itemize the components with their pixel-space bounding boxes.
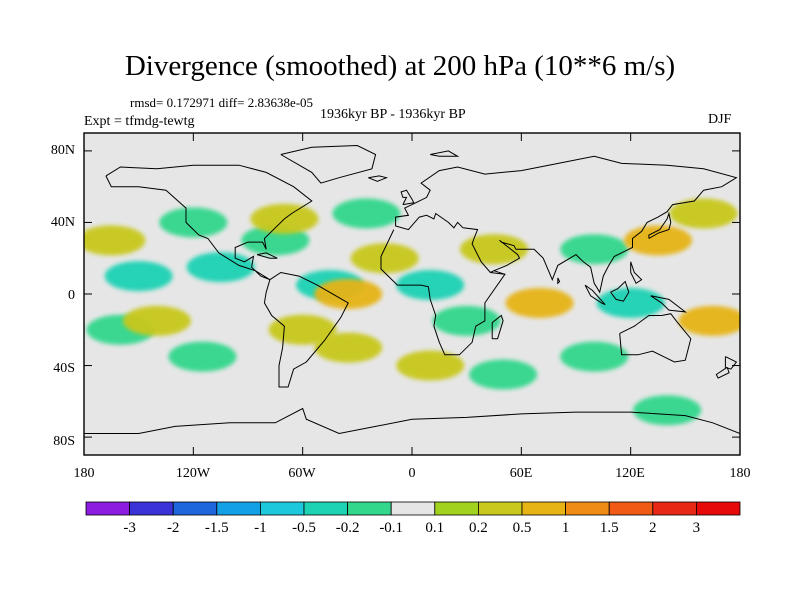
divergence-blob-16 bbox=[432, 305, 501, 336]
divergence-blob-5 bbox=[159, 207, 228, 238]
colorbar-swatch-10 bbox=[521, 501, 566, 516]
divergence-blob-19 bbox=[624, 225, 692, 256]
colorbar-swatch-13 bbox=[652, 501, 697, 516]
coastline-cuba bbox=[256, 252, 278, 259]
colorbar-swatch-4 bbox=[259, 501, 305, 516]
coastline-north-america bbox=[105, 164, 313, 281]
coastline-australia bbox=[619, 313, 692, 363]
lon-label-60w: 60W bbox=[288, 466, 316, 481]
divergence-blob-1 bbox=[104, 261, 173, 292]
colorbar-label-0: -3 bbox=[123, 520, 136, 536]
coastline-greenland bbox=[280, 144, 377, 184]
colorbar-swatch-8 bbox=[434, 501, 479, 516]
divergence-blob-18 bbox=[560, 234, 629, 265]
coastline-borneo bbox=[610, 280, 630, 302]
divergence-blob-24 bbox=[396, 350, 465, 381]
coastline-svalbard bbox=[430, 150, 460, 157]
colorbar-swatch-7 bbox=[390, 501, 436, 516]
colorbar-label-7: 0.1 bbox=[425, 520, 445, 536]
lon-label-60e: 60E bbox=[509, 466, 533, 481]
divergence-blob-15 bbox=[460, 234, 528, 265]
colorbar-swatch-9 bbox=[477, 501, 523, 516]
plot-title: Divergence (smoothed) at 200 hPa (10**6 … bbox=[124, 50, 676, 82]
coastline-japan bbox=[648, 211, 672, 239]
colorbar-label-10: 1 bbox=[561, 520, 570, 536]
coastline-arabia-link bbox=[493, 270, 506, 275]
colorbar-swatch-5 bbox=[303, 501, 348, 516]
lat-label-80n: 80N bbox=[50, 143, 75, 158]
coastline-eurasia-africa bbox=[380, 155, 738, 356]
coastline-nz-south bbox=[715, 366, 730, 379]
divergence-blob-10 bbox=[332, 198, 401, 229]
lon-label-120w: 120W bbox=[175, 466, 211, 481]
colorbar-label-1: -2 bbox=[166, 520, 180, 536]
colorbar-swatch-11 bbox=[565, 501, 610, 516]
colorbar-label-5: -0.2 bbox=[335, 520, 360, 536]
divergence-blob-17 bbox=[505, 287, 574, 318]
divergence-blob-9 bbox=[314, 279, 383, 309]
coastline-philippines bbox=[630, 261, 643, 285]
divergence-blob-25 bbox=[168, 341, 237, 372]
lon-label-180e: 180 bbox=[729, 466, 751, 481]
divergence-blob-14 bbox=[396, 270, 465, 301]
experiment-label: Expt = tfmdg-tewtg bbox=[84, 114, 195, 129]
lat-label-eq: 0 bbox=[68, 288, 75, 303]
lat-label-40n: 40N bbox=[50, 215, 75, 230]
colorbar-label-2: -1.5 bbox=[204, 520, 229, 536]
divergence-blob-11 bbox=[350, 243, 419, 274]
divergence-blob-13 bbox=[314, 332, 383, 363]
colorbar-label-13: 3 bbox=[692, 520, 701, 536]
lon-label-120e: 120E bbox=[615, 466, 645, 481]
lon-label-180w: 180 bbox=[73, 466, 95, 481]
colorbar-label-6: -0.1 bbox=[379, 520, 404, 536]
divergence-blob-22 bbox=[669, 198, 738, 229]
coastline-sumatra bbox=[584, 284, 606, 306]
colorbar-swatch-2 bbox=[172, 501, 218, 516]
period-label: 1936kyr BP - 1936kyr BP bbox=[320, 107, 466, 122]
lat-label-80s: 80S bbox=[53, 434, 75, 449]
colorbar-label-4: -0.5 bbox=[292, 520, 316, 536]
coastline-madagascar bbox=[491, 314, 504, 340]
colorbar-swatch-6 bbox=[347, 501, 392, 516]
coastline-sri-lanka bbox=[557, 277, 561, 285]
divergence-blob-12 bbox=[268, 314, 337, 345]
colorbar-swatch-12 bbox=[608, 501, 654, 516]
colorbar-label-3: -1 bbox=[254, 520, 267, 536]
colorbar-label-8: 0.2 bbox=[469, 520, 488, 536]
lon-label-0: 0 bbox=[408, 466, 416, 481]
colorbar-swatch-3 bbox=[216, 501, 261, 516]
colorbar-swatch-14 bbox=[696, 501, 741, 516]
coastline-iceland bbox=[368, 175, 389, 182]
coastline-new-guinea bbox=[650, 295, 688, 313]
stats-line: rmsd= 0.172971 diff= 2.83638e-05 bbox=[130, 95, 314, 110]
lat-label-40s: 40S bbox=[53, 361, 75, 376]
colorbar-swatch-0 bbox=[85, 501, 130, 516]
divergence-blob-27 bbox=[633, 395, 702, 426]
coastline-antarctica bbox=[84, 407, 740, 435]
colorbar-label-11: 1.5 bbox=[599, 520, 619, 536]
colorbar-swatch-1 bbox=[129, 501, 174, 516]
coastline-uk bbox=[400, 189, 415, 206]
divergence-blob-23 bbox=[469, 359, 538, 390]
coastline-south-america bbox=[263, 271, 349, 388]
colorbar-label-9: 0.5 bbox=[512, 520, 532, 536]
divergence-blob-26 bbox=[560, 341, 629, 372]
divergence-blob-21 bbox=[678, 305, 740, 336]
coastline-new-zealand bbox=[724, 356, 738, 370]
divergence-blob-3 bbox=[122, 305, 191, 336]
season-label: DJF bbox=[708, 112, 732, 127]
divergence-blob-0 bbox=[84, 225, 146, 256]
colorbar-label-12: 2 bbox=[649, 520, 657, 536]
